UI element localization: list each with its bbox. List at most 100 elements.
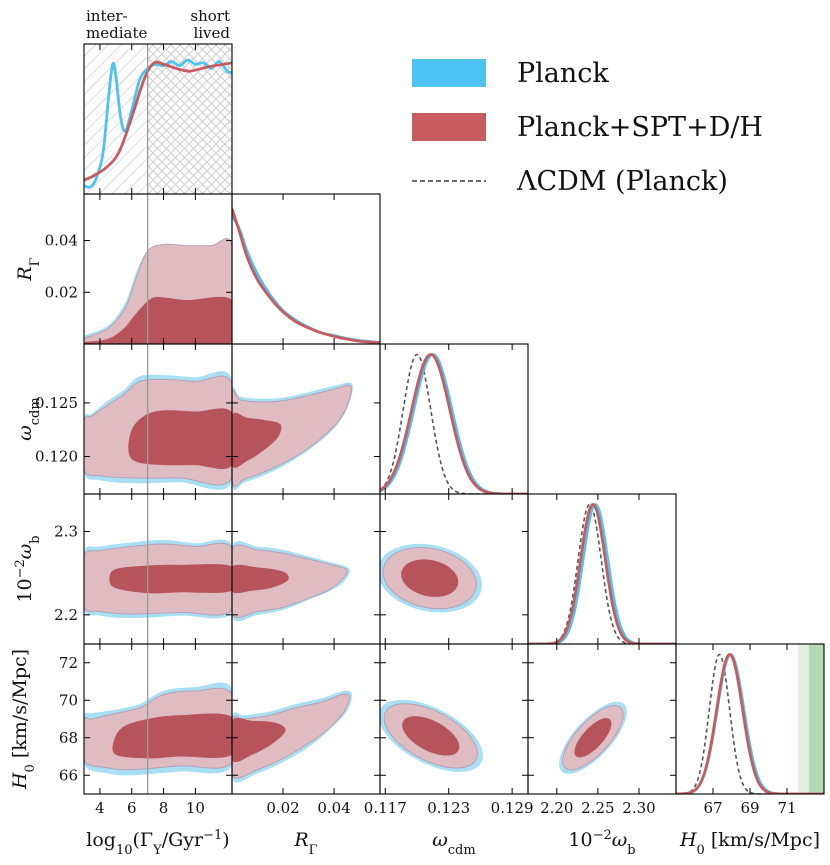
axis-label-part: 0 <box>23 764 38 772</box>
y-tick-label-H0: 66 <box>59 766 78 784</box>
contour-RG-H0-combined-inner-group <box>232 717 286 763</box>
legend: Planck Planck+SPT+D/H ΛCDM (Planck) <box>412 58 763 197</box>
marginal-wcdm-combined <box>380 353 528 494</box>
axis-label-part: −2 <box>593 828 612 843</box>
x-tick-label-H0: 69 <box>740 799 759 817</box>
contour-logG-wcdm-combined-inner <box>128 408 232 469</box>
axis-label-part: H <box>9 772 31 790</box>
marginal-H0-combined <box>676 653 824 794</box>
axis-label-part: ω <box>14 544 36 560</box>
contour-RG-H0-combined-outer <box>232 693 350 779</box>
contour-wcdm-H0-combined-inner-group <box>402 716 460 756</box>
contour-RG-wcdm-combined-inner <box>232 412 282 468</box>
axis-label-wcdm: ωcdm <box>432 829 475 858</box>
axis-label-part: −2 <box>13 559 28 578</box>
regime-label-intermediate: inter- <box>86 7 128 25</box>
marginal-wcdm-lcdm-group <box>380 353 528 494</box>
contour-RG-H0-combined-outer-group <box>232 693 350 779</box>
contour-wcdm-wb-combined-inner <box>401 559 459 597</box>
short-lived-hatch <box>147 44 232 194</box>
x-tick-label-logG: 6 <box>127 799 137 817</box>
axis-label-wb: 10−2ωb <box>568 828 635 858</box>
y-tick-label-H0: 70 <box>59 691 78 709</box>
regime-label-intermediate: mediate <box>86 24 147 42</box>
contour-wcdm-H0-combined-inner <box>402 716 460 756</box>
h0-prior-bands <box>798 644 824 794</box>
axis-label-part: ω <box>432 829 448 851</box>
x-tick-label-wcdm: 0.117 <box>364 799 407 817</box>
y-tick-label-RG: 0.04 <box>45 232 78 250</box>
y-tick-label-H0: 68 <box>59 729 78 747</box>
contour-RG-wcdm-combined-outer-group <box>232 384 353 487</box>
axis-label-row-H0: H0 [km/s/Mpc] <box>9 649 38 790</box>
contour-RG-wb-combined-inner <box>232 564 289 594</box>
axis-label-part: (Γ <box>133 829 154 851</box>
marginal-RG-planck-group <box>232 214 380 344</box>
axis-label-part: ω <box>612 829 628 851</box>
h0-band-inner <box>809 644 824 794</box>
axis-label-part: /Gyr <box>162 829 204 851</box>
marginal-H0-combined-group <box>676 653 824 794</box>
contour-wb-H0-combined-inner-group <box>574 718 612 758</box>
axis-label-part: −1 <box>203 828 222 843</box>
axis-label-part: log <box>86 829 116 851</box>
axis-label-part: R <box>14 266 36 281</box>
contour-logG-wcdm-combined-inner-group <box>128 408 232 469</box>
contour-RG-wcdm-combined-inner-group <box>232 412 282 468</box>
contour-RG-wb-combined-inner-group <box>232 564 289 594</box>
x-tick-label-H0: 71 <box>777 799 796 817</box>
axis-label-part: Γ <box>28 257 43 266</box>
contour-logG-H0-combined-inner-group <box>112 713 232 759</box>
contour-RG-wb-combined-outer-group <box>232 544 348 618</box>
contour-logG-H0-combined-inner <box>112 713 232 759</box>
contour-RG-wb-combined-outer <box>232 544 348 618</box>
x-tick-label-logG: 4 <box>95 799 105 817</box>
axis-label-part: [km/s/Mpc] <box>705 829 820 851</box>
marginal-wb-planck <box>528 503 676 644</box>
marginal-wb-planck-group <box>528 503 676 644</box>
axis-label-part: ω <box>14 425 36 441</box>
axis-label-part: H <box>679 829 697 851</box>
x-tick-label-wb: 2.25 <box>581 799 614 817</box>
axis-label-part: b <box>627 843 635 858</box>
contour-logG-RG-combined-inner <box>84 296 232 344</box>
axis-label-part: [km/s/Mpc] <box>9 649 31 764</box>
marginal-wb-combined-group <box>528 503 676 644</box>
y-tick-label-wb: 2.2 <box>54 606 78 624</box>
x-tick-label-logG: 10 <box>186 799 205 817</box>
axis-label-part: 10 <box>568 829 592 851</box>
axis-label-part: 10 <box>116 843 133 858</box>
panels-layer: 4 6 8 10 0.02 0.04 0.117 0.123 0.129 2.20 2.25 2.30… <box>9 7 825 858</box>
contour-RG-wcdm-combined-outer <box>232 384 353 487</box>
x-tick-label-wb: 2.30 <box>622 799 655 817</box>
y-tick-label-wcdm: 0.120 <box>35 448 78 466</box>
x-tick-label-RG: 0.04 <box>317 799 350 817</box>
axis-label-part: cdm <box>448 843 476 858</box>
regime-label-short-lived: lived <box>193 24 230 42</box>
axis-label-part: R <box>293 829 308 851</box>
axis-label-part: 10 <box>14 578 36 602</box>
marginal-logG-combined-group <box>84 60 232 182</box>
marginal-RG-combined-group <box>232 208 380 344</box>
y-tick-label-H0: 72 <box>59 654 78 672</box>
contour-logG-RG-combined-inner-group <box>84 296 232 344</box>
marginal-logG-combined <box>84 60 232 182</box>
axis-label-row-RG: RΓ <box>14 257 43 281</box>
axis-label-part: 0 <box>697 843 705 858</box>
x-tick-label-logG: 8 <box>159 799 169 817</box>
x-tick-label-H0: 67 <box>703 799 722 817</box>
axis-label-part: Y <box>152 843 162 858</box>
marginal-RG-planck <box>232 214 380 344</box>
marginal-wcdm-lcdm <box>380 353 528 494</box>
legend-planck-swatch <box>412 59 486 87</box>
contour-wcdm-wb-combined-inner-group <box>401 559 459 597</box>
axis-label-part: cdm <box>28 397 43 425</box>
axis-label-H0: H0 [km/s/Mpc] <box>679 829 820 858</box>
legend-lcdm-label: ΛCDM (Planck) <box>516 166 728 197</box>
x-tick-label-wcdm: 0.129 <box>491 799 534 817</box>
contour-wb-H0-combined-inner <box>574 718 612 758</box>
marginal-wb-combined <box>528 503 676 644</box>
y-tick-label-wcdm: 0.125 <box>35 394 78 412</box>
contour-logG-wb-combined-inner <box>109 564 232 594</box>
